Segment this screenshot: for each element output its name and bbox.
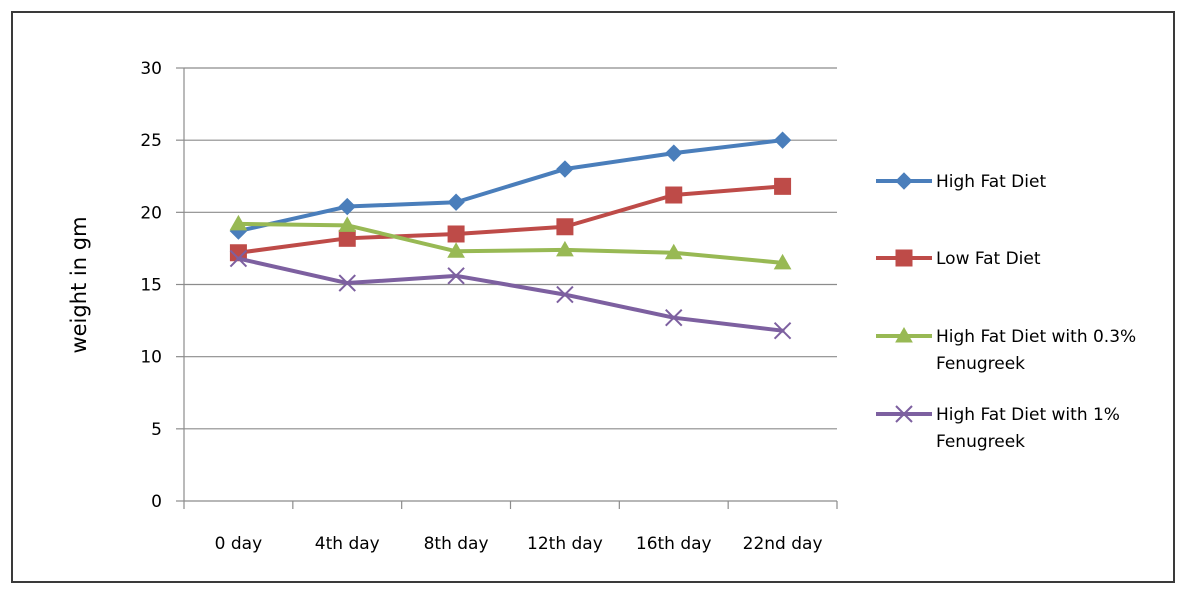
chart-border [11, 11, 1175, 583]
legend-swatch-marker [895, 172, 913, 190]
x-tick-label: 4th day [315, 534, 380, 554]
data-point [665, 308, 683, 327]
series-line [236, 256, 785, 333]
series-1 [229, 131, 792, 240]
marker-stroke [338, 274, 356, 292]
legend-item-1: High Fat Diet [876, 172, 1046, 192]
data-point [773, 253, 792, 270]
x-tick-label: 12th day [527, 534, 603, 554]
series-4 [229, 249, 792, 340]
legend-label: High Fat Diet with 1% [936, 405, 1120, 425]
axis-labels: weight in gm 0 5 10 15 20 25 30 0 day 4th day 8th… [67, 59, 823, 554]
marker-stroke [665, 308, 683, 327]
data-point [447, 193, 465, 211]
y-tick-label: 15 [140, 276, 162, 296]
data-point [556, 240, 574, 257]
data-point [556, 218, 574, 236]
legend-item-2: Low Fat Diet [876, 249, 1041, 269]
series-line [236, 138, 785, 234]
y-tick-label: 25 [140, 131, 162, 151]
data-point [229, 214, 248, 231]
y-tick-label: 20 [140, 203, 162, 223]
y-tick-label: 30 [140, 59, 162, 79]
marker-stroke [895, 405, 913, 423]
data-point [773, 131, 792, 149]
legend-label: High Fat Diet with 0.3% [936, 327, 1136, 347]
series-3 [229, 214, 792, 270]
legend-label: High Fat Diet [936, 172, 1046, 192]
series-2 [229, 177, 792, 262]
x-tick-label: 8th day [424, 534, 489, 554]
data-point [665, 144, 683, 162]
data-point [338, 274, 356, 292]
axes [176, 67, 838, 509]
data-point [773, 321, 792, 340]
series-line [236, 221, 785, 265]
legend-label: Fenugreek [936, 354, 1025, 374]
x-tick-label: 16th day [636, 534, 712, 554]
y-axis-label: weight in gm [67, 216, 91, 353]
legend-item-4: High Fat Diet with 1% Fenugreek [876, 405, 1120, 452]
legend-swatch-marker [895, 326, 913, 343]
legend-swatch-marker [895, 249, 913, 267]
legend-swatch-marker [895, 405, 913, 423]
data-point [338, 216, 357, 232]
data-point [665, 186, 683, 204]
data-point [229, 249, 248, 268]
data-point [774, 177, 792, 195]
y-tick-label: 10 [140, 348, 162, 368]
legend-item-3: High Fat Diet with 0.3% Fenugreek [876, 326, 1136, 374]
data-point [338, 197, 356, 216]
x-tick-label: 0 day [215, 534, 263, 554]
legend-label: Low Fat Diet [936, 249, 1041, 269]
x-tick-label: 22nd day [743, 534, 823, 554]
marker-stroke [773, 321, 792, 340]
marker-stroke [447, 267, 465, 285]
legend: High Fat Diet Low Fat Diet High Fat Diet w… [876, 172, 1136, 452]
series-line [236, 184, 785, 255]
data-point [447, 225, 465, 243]
data-point [447, 242, 465, 258]
marker-stroke [229, 249, 248, 268]
y-tick-label: 0 [151, 492, 162, 512]
data-point [229, 244, 247, 262]
legend-label: Fenugreek [936, 432, 1025, 452]
data-point [664, 243, 683, 260]
data-point [556, 285, 574, 304]
y-tick-label: 5 [151, 420, 162, 440]
data-point [338, 229, 356, 247]
data-point [447, 267, 465, 285]
data-point [556, 160, 574, 178]
series-lines [229, 131, 792, 340]
marker-stroke [556, 285, 574, 304]
